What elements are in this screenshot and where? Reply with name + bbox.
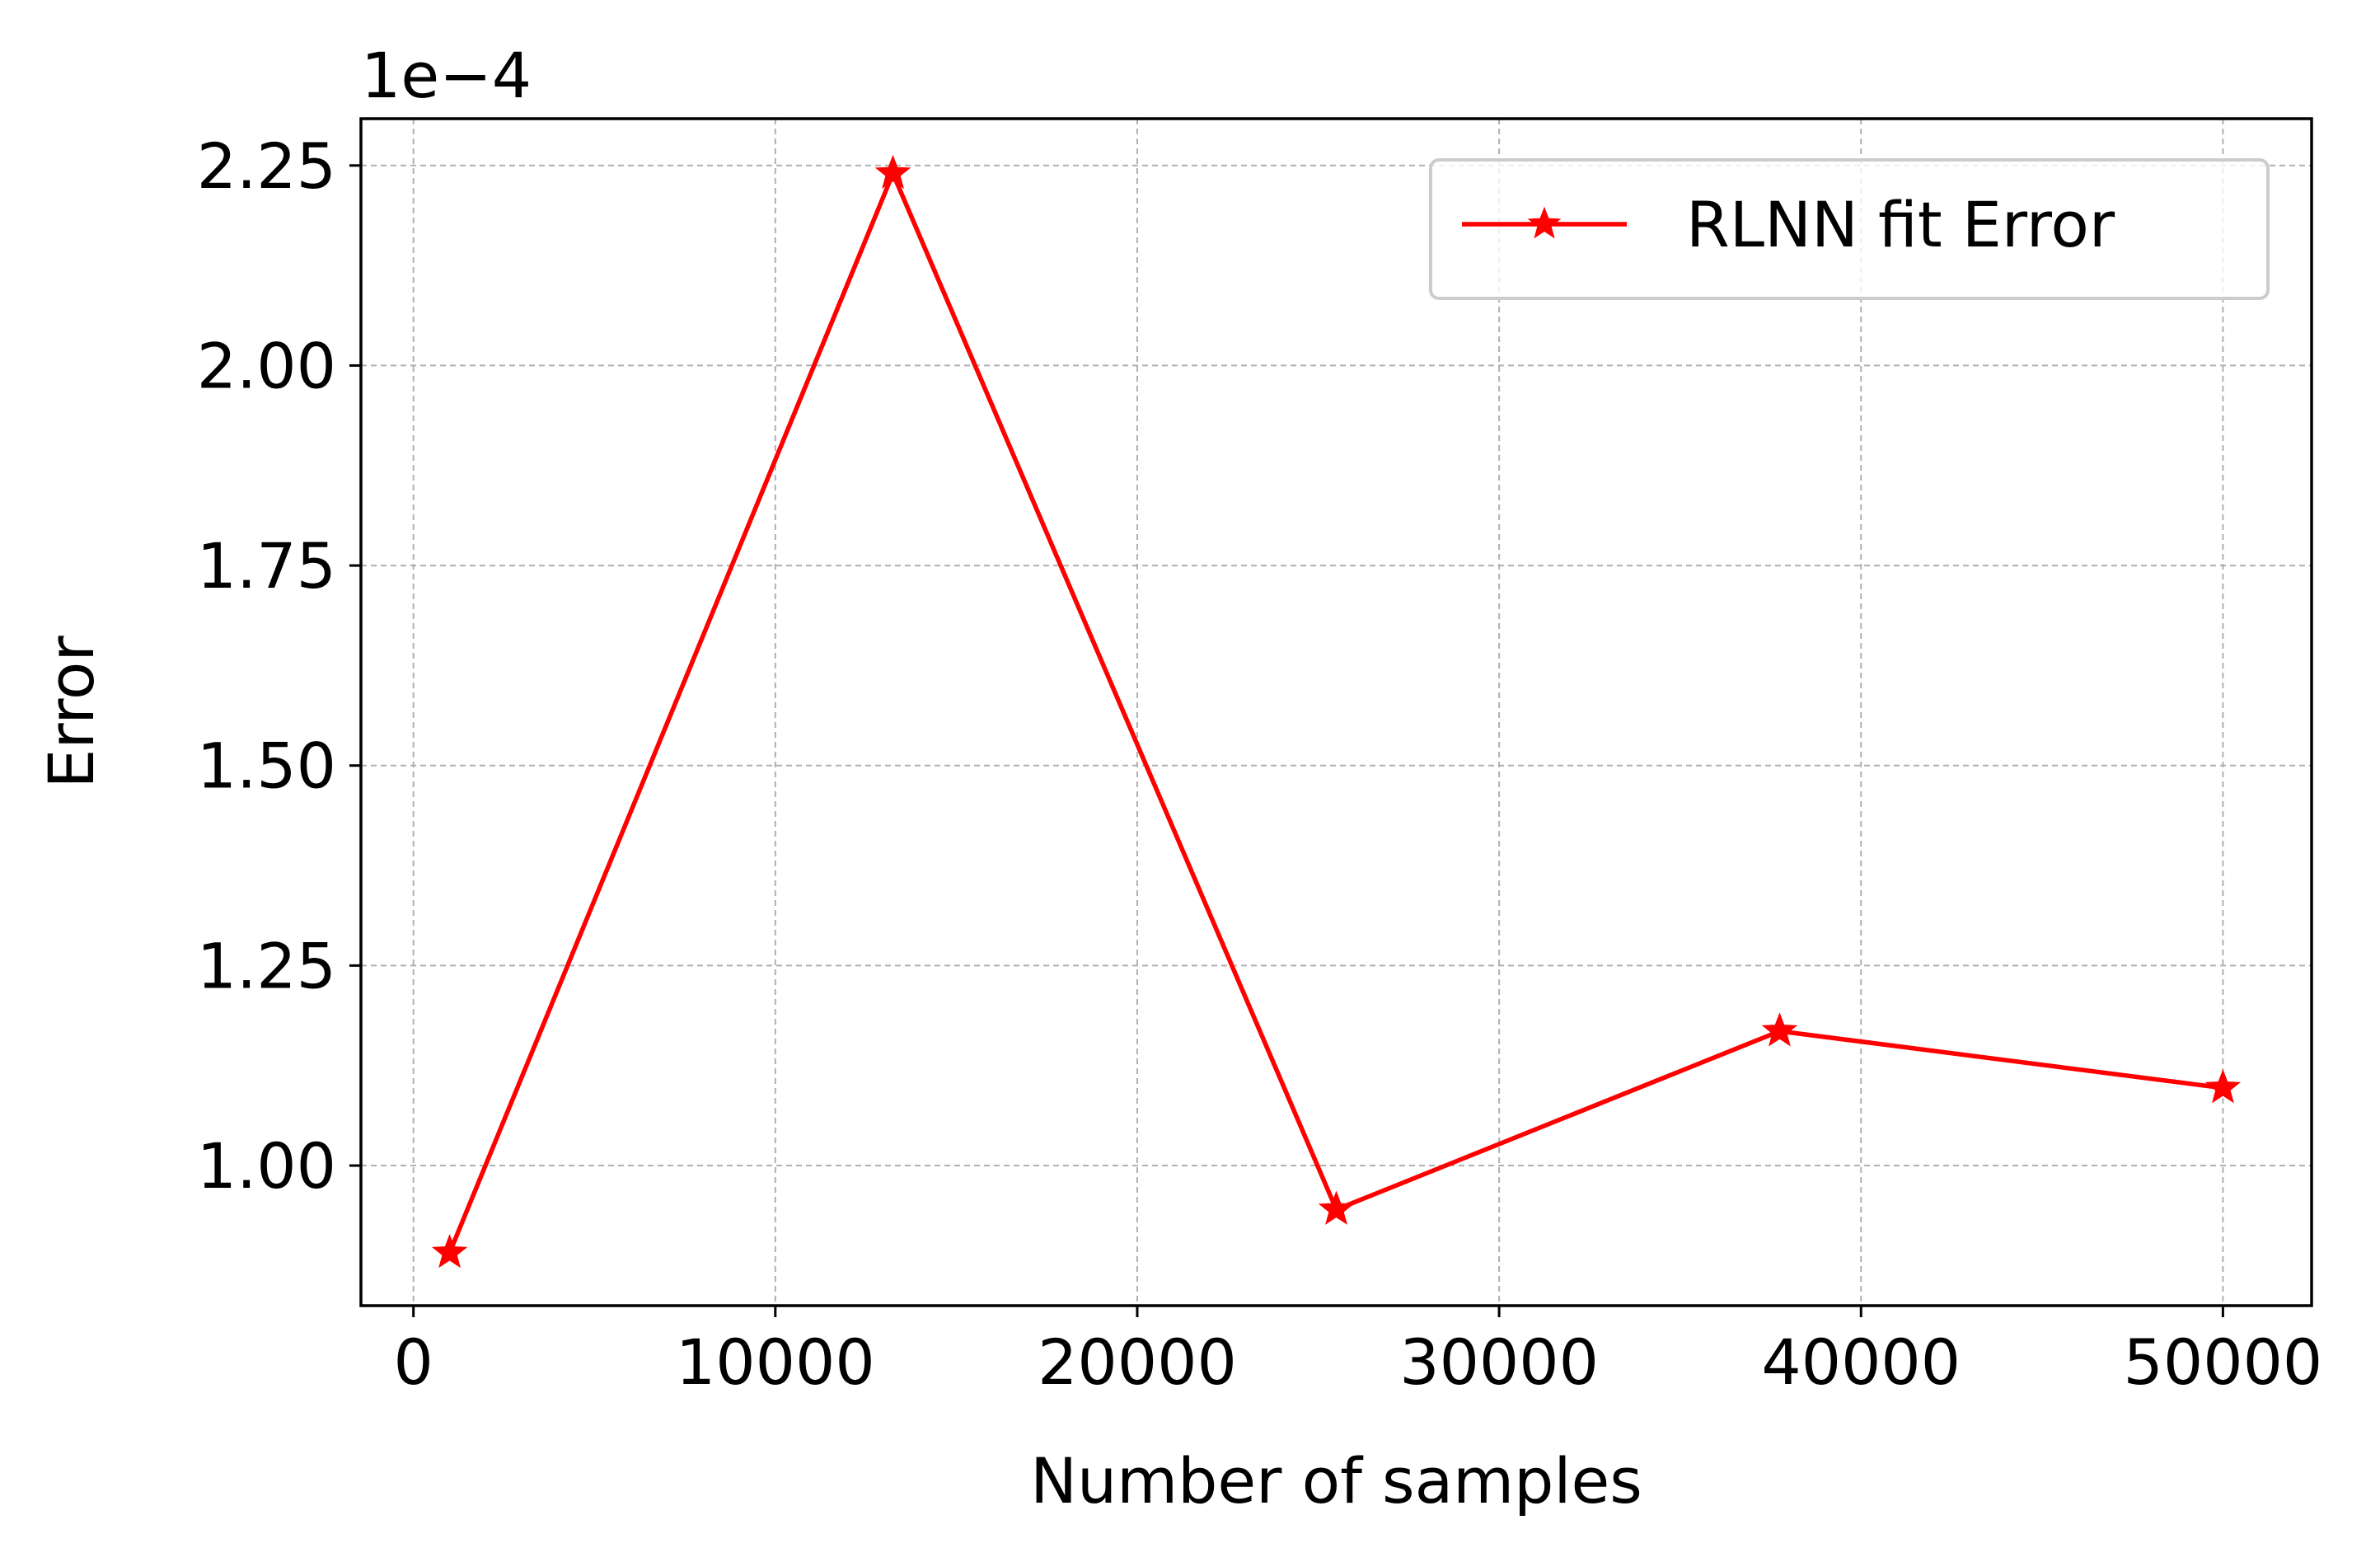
y-axis-label: Error [35, 636, 108, 789]
x-tick-label: 20000 [1038, 1325, 1237, 1399]
x-axis-label: Number of samples [1030, 1444, 1642, 1517]
y-tick-label: 2.00 [197, 329, 336, 402]
legend: RLNN fit Error [1429, 158, 2270, 300]
x-tick-label: 30000 [1399, 1325, 1599, 1399]
y-tick-label: 1.75 [197, 529, 336, 603]
x-tick-label: 50000 [2124, 1325, 2323, 1399]
axes-frame [359, 117, 2313, 1307]
x-tick-label: 10000 [676, 1325, 875, 1399]
y-tick-label: 1.50 [197, 729, 336, 803]
legend-box [1429, 158, 2270, 300]
data-point-star-marker [1761, 1012, 1798, 1047]
x-tick-label: 40000 [1761, 1325, 1961, 1399]
data-point-star-marker [2204, 1069, 2242, 1104]
y-offset-label: 1e−4 [361, 39, 532, 112]
x-tick-label: 0 [393, 1325, 433, 1399]
legend-star-marker [1527, 206, 1562, 239]
y-tick-label: 1.25 [197, 929, 336, 1002]
legend-label: RLNN fit Error [1686, 188, 2115, 261]
data-point-star-marker [1318, 1190, 1355, 1225]
tick-layer: 0 10000 20000 30000 40000 50000 1.00 1.25 1.50 1.… [197, 129, 2323, 1399]
series-line [447, 171, 2223, 1254]
data-point-star-marker [874, 154, 911, 189]
y-tick-label: 1.00 [197, 1129, 336, 1203]
y-tick-label: 2.25 [197, 129, 336, 203]
series-layer [431, 154, 2242, 1269]
data-point-star-marker [431, 1233, 468, 1269]
